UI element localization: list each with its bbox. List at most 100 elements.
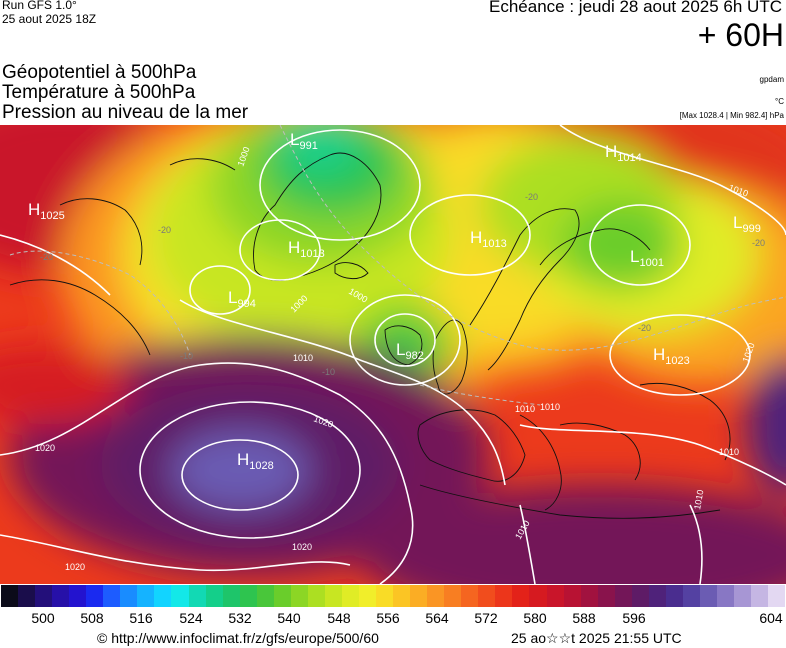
color-scale-swatch bbox=[69, 585, 87, 607]
unit-gpdam: gpdam bbox=[759, 75, 784, 84]
forecast-valid-time: Echéance : jeudi 28 aout 2025 6h UTC bbox=[489, 0, 782, 16]
run-label: Run GFS 1.0° bbox=[2, 0, 77, 12]
color-scale-swatch bbox=[393, 585, 411, 607]
color-scale-tick-label: 508 bbox=[80, 610, 104, 626]
color-scale-swatch bbox=[563, 585, 581, 607]
pressure-center-high: H1028 bbox=[237, 450, 274, 472]
isobar-label: 1010 bbox=[692, 489, 705, 510]
color-scale-swatch bbox=[682, 585, 700, 607]
color-scale-swatch bbox=[614, 585, 632, 607]
color-scale-swatch bbox=[341, 585, 359, 607]
color-scale-tick-label: 500 bbox=[31, 610, 55, 626]
pressure-range-label: [Max 1028.4 | Min 982.4] hPa bbox=[679, 111, 784, 120]
isobar-label: 1020 bbox=[292, 542, 312, 552]
color-scale-swatch bbox=[716, 585, 735, 607]
pressure-center-high: H1025 bbox=[28, 200, 65, 222]
field-geopotential-title: Géopotentiel à 500hPa bbox=[2, 62, 197, 83]
run-time-label: 25 aout 2025 18Z bbox=[2, 12, 97, 26]
color-scale-swatch bbox=[410, 585, 428, 607]
color-scale-swatch bbox=[597, 585, 615, 607]
isobar-label: 1020 bbox=[35, 443, 55, 453]
pressure-center-high: H1023 bbox=[653, 345, 690, 367]
pressure-center-low: L982 bbox=[396, 340, 424, 362]
color-scale-swatch bbox=[546, 585, 564, 607]
color-scale-swatch bbox=[1, 585, 19, 607]
color-scale-swatch bbox=[376, 585, 394, 607]
color-scale-swatch bbox=[358, 585, 377, 607]
color-scale-tick-label: 556 bbox=[376, 610, 400, 626]
color-scale-tick-label: 524 bbox=[179, 610, 203, 626]
color-scale-swatch bbox=[256, 585, 274, 607]
color-scale-swatch bbox=[188, 585, 206, 607]
color-scale-swatch bbox=[751, 585, 769, 607]
isotherm-label: -20 bbox=[158, 225, 171, 235]
color-scale-swatch bbox=[222, 585, 240, 607]
color-scale-tick-label: 564 bbox=[425, 610, 449, 626]
color-scale-swatch bbox=[205, 585, 223, 607]
isobars bbox=[0, 125, 786, 584]
color-scale-tick-label: 588 bbox=[572, 610, 596, 626]
unit-celsius: °C bbox=[775, 97, 784, 106]
pressure-centers: H1025 L991 H1014 H1013 H1013 L999 L1001 L994 L98… bbox=[28, 130, 761, 472]
isotherm-label: -20 bbox=[752, 238, 765, 248]
coastlines bbox=[9, 152, 731, 519]
pressure-center-low: L1001 bbox=[630, 247, 664, 269]
isotherm-label: -20 bbox=[638, 323, 651, 333]
color-scale-tick-label: 516 bbox=[129, 610, 153, 626]
isobar-label: 1010 bbox=[719, 447, 739, 457]
pressure-center-low: L999 bbox=[733, 213, 761, 235]
color-scale-swatch bbox=[699, 585, 717, 607]
color-scale-swatch bbox=[648, 585, 666, 607]
color-scale-tick-label: 572 bbox=[474, 610, 498, 626]
geopotential-field bbox=[0, 125, 786, 584]
color-scale-swatch bbox=[461, 585, 479, 607]
pressure-center-low: L991 bbox=[290, 130, 318, 152]
color-scale-swatch bbox=[103, 585, 121, 607]
pressure-center-high: H1013 bbox=[288, 238, 325, 260]
copyright-label: © http://www.infoclimat.fr/z/gfs/europe/… bbox=[97, 630, 379, 646]
color-scale-swatch bbox=[427, 585, 445, 607]
isotherms bbox=[9, 125, 786, 406]
color-scale-swatch bbox=[137, 585, 155, 607]
color-scale-swatch bbox=[307, 585, 325, 607]
color-scale-swatch bbox=[52, 585, 70, 607]
color-scale-swatch bbox=[512, 585, 530, 607]
isobar-label: 1010 bbox=[515, 404, 535, 414]
weather-map: H1025 L991 H1014 H1013 H1013 L999 L1001 L994 L98… bbox=[0, 125, 786, 584]
color-scale-swatch bbox=[18, 585, 36, 607]
color-scale-tick-label: 604 bbox=[759, 610, 783, 626]
isotherm-label: -20 bbox=[40, 252, 53, 262]
isotherm-label: -10 bbox=[322, 367, 335, 377]
color-scale bbox=[1, 585, 786, 607]
field-pressure-title: Pression au niveau de la mer bbox=[2, 102, 249, 123]
generation-time-label: 25 ao☆☆t 2025 21:55 UTC bbox=[511, 630, 682, 646]
color-scale-swatch bbox=[290, 585, 308, 607]
color-scale-swatch bbox=[665, 585, 683, 607]
pressure-center-high: H1013 bbox=[470, 228, 507, 250]
color-scale-tick-label: 540 bbox=[277, 610, 301, 626]
color-scale-swatch bbox=[324, 585, 342, 607]
color-scale-swatch bbox=[734, 585, 752, 607]
color-scale-tick-label: 532 bbox=[228, 610, 252, 626]
isobar-label: 1020 bbox=[65, 562, 85, 572]
isobar-label: 1010 bbox=[293, 353, 313, 363]
color-scale-swatch bbox=[478, 585, 496, 607]
isotherm-label: -10 bbox=[180, 351, 193, 361]
color-scale-swatch bbox=[529, 585, 547, 607]
color-scale-tick-label: 548 bbox=[327, 610, 351, 626]
field-temperature-title: Température à 500hPa bbox=[2, 82, 196, 103]
color-scale-swatch bbox=[239, 585, 257, 607]
color-scale-swatch bbox=[171, 585, 189, 607]
isobar-label: 1010 bbox=[540, 402, 560, 412]
color-scale-swatch bbox=[154, 585, 172, 607]
color-scale-swatch bbox=[273, 585, 291, 607]
pressure-center-high: H1014 bbox=[605, 142, 642, 164]
forecast-step: + 60H bbox=[697, 17, 784, 53]
color-scale-swatch bbox=[631, 585, 649, 607]
color-scale-tick-label: 580 bbox=[523, 610, 547, 626]
pressure-center-low: L994 bbox=[228, 288, 256, 310]
color-scale-swatch bbox=[444, 585, 462, 607]
color-scale-swatch bbox=[495, 585, 513, 607]
color-scale-tick-label: 596 bbox=[622, 610, 646, 626]
color-scale-swatch bbox=[35, 585, 53, 607]
